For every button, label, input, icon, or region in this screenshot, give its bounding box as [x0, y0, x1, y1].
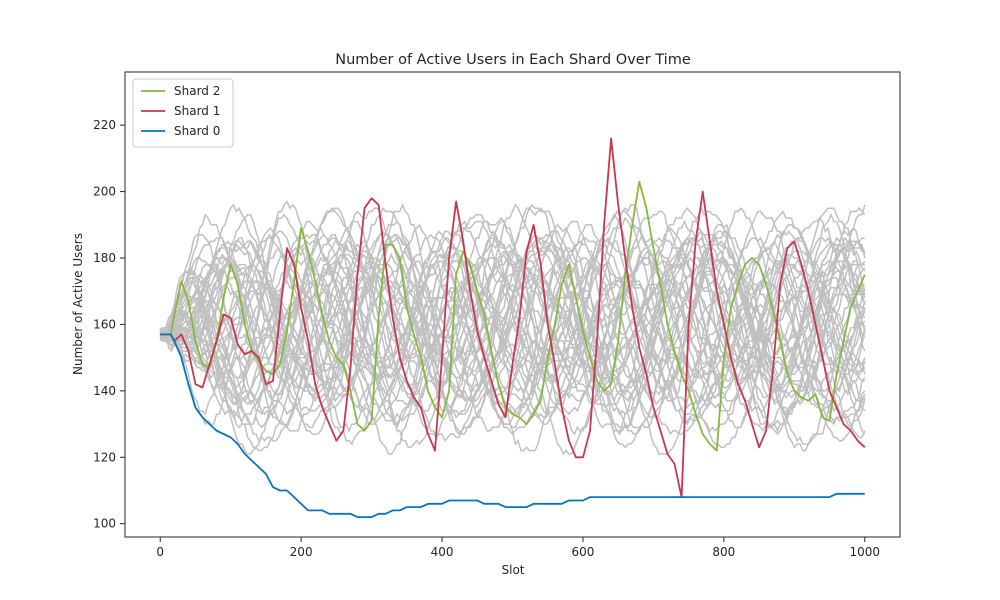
series-line-shard-1 [160, 137, 866, 499]
y-axis: 100 120 140 160 180 200 220 [93, 118, 125, 531]
y-tick-label: 180 [93, 251, 116, 265]
background-shard-line [159, 272, 866, 366]
y-tick-label: 100 [93, 517, 116, 531]
background-shard-line [160, 223, 866, 436]
y-tick-label: 220 [93, 118, 116, 132]
background-shard-line [159, 212, 866, 409]
y-axis-title: Number of Active Users [71, 233, 85, 375]
background-shard-line [159, 249, 865, 389]
x-tick-label: 600 [572, 545, 595, 559]
series-line-shard-2 [160, 180, 866, 452]
x-tick-label: 800 [712, 545, 735, 559]
background-shard-line [159, 224, 865, 409]
x-axis-title: Slot [502, 563, 525, 577]
background-shard-line [159, 207, 866, 416]
y-tick-label: 120 [93, 450, 116, 464]
legend: Shard 2 Shard 1 Shard 0 [132, 78, 234, 148]
highlighted-series-group [160, 137, 866, 518]
background-shard-line [159, 232, 866, 416]
legend-label-shard-0: Shard 0 [174, 124, 220, 138]
legend-box [132, 78, 234, 148]
legend-label-shard-2: Shard 2 [174, 84, 220, 98]
legend-label-shard-1: Shard 1 [174, 104, 220, 118]
y-tick-label: 160 [93, 317, 116, 331]
chart-title: Number of Active Users in Each Shard Ove… [335, 52, 691, 68]
background-shard-line [160, 277, 865, 363]
x-tick-label: 1000 [849, 545, 880, 559]
series-line-shard-0 [160, 333, 865, 518]
background-shard-line [160, 270, 865, 373]
background-shard-line [159, 259, 866, 416]
x-axis: 0 200 400 600 800 1000 [156, 537, 880, 559]
background-shard-line [159, 253, 866, 439]
plot-frame [124, 71, 901, 538]
y-tick-label: 140 [93, 384, 116, 398]
background-shard-line [159, 200, 866, 400]
x-tick-label: 0 [156, 545, 164, 559]
x-tick-label: 400 [431, 545, 454, 559]
y-tick-label: 200 [93, 185, 116, 199]
background-series-group [159, 200, 866, 456]
x-tick-label: 200 [290, 545, 313, 559]
